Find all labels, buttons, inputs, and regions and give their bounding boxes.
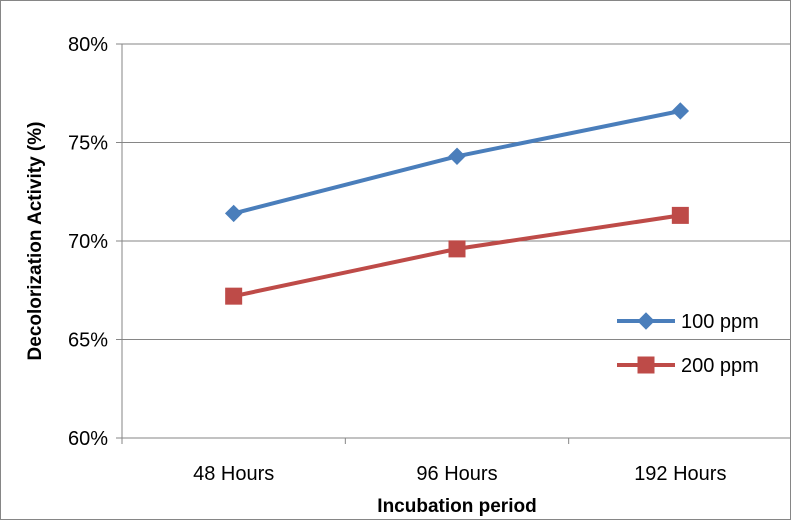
legend-item: 100 ppm <box>617 311 759 333</box>
series-1 <box>226 207 689 304</box>
gridlines <box>122 44 791 340</box>
data-point <box>672 103 688 119</box>
x-axis-title: Incubation period <box>377 496 536 517</box>
y-tick-label: 80% <box>68 34 108 56</box>
y-tick-label: 70% <box>68 231 108 253</box>
data-point <box>449 241 465 257</box>
y-axis-title: Decolorization Activity (%) <box>25 122 46 361</box>
y-tick-label: 60% <box>68 428 108 450</box>
x-tick-labels: 48 Hours 96 Hours 192 Hours <box>193 463 726 485</box>
x-tick-label: 48 Hours <box>193 463 274 485</box>
legend-marker <box>638 357 654 373</box>
legend-marker <box>638 313 654 329</box>
data-point <box>226 288 242 304</box>
legend: 100 ppm 200 ppm <box>617 311 759 377</box>
data-point <box>449 148 465 164</box>
y-tick-labels: 60% 65% 70% 75% 80% <box>68 34 108 450</box>
x-tick-label: 96 Hours <box>416 463 497 485</box>
y-tick-label: 75% <box>68 133 108 155</box>
series-0 <box>226 103 689 221</box>
data-point <box>672 207 688 223</box>
series <box>226 103 689 304</box>
legend-item: 200 ppm <box>617 355 759 377</box>
data-point <box>226 205 242 221</box>
y-tick-label: 65% <box>68 330 108 352</box>
x-tick-label: 192 Hours <box>634 463 726 485</box>
legend-label: 200 ppm <box>681 355 759 377</box>
legend-label: 100 ppm <box>681 311 759 333</box>
